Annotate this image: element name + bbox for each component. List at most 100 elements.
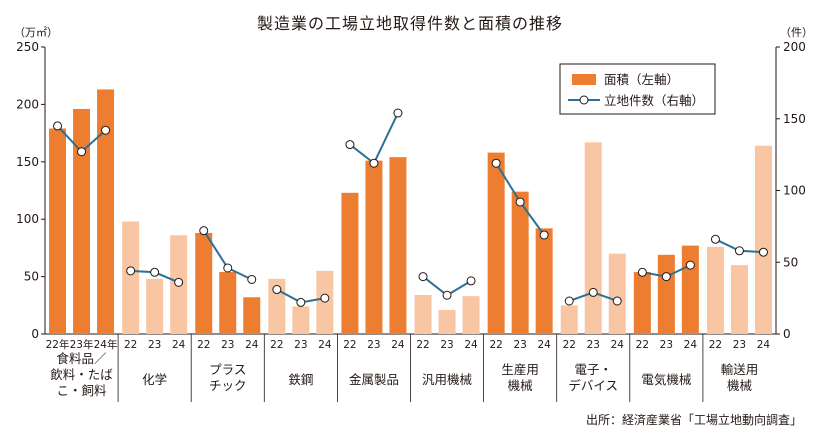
category-label: 金属製品 <box>349 372 399 387</box>
count-point <box>199 226 209 236</box>
area-bar <box>219 272 237 334</box>
count-point <box>710 234 720 244</box>
area-bar <box>754 145 772 334</box>
year-tick-label: 22 <box>343 339 356 351</box>
year-tick-label: 22 <box>197 339 210 351</box>
year-tick-label: 22 <box>636 339 649 351</box>
count-point <box>418 272 428 282</box>
chart-title: 製造業の工場立地取得件数と面積の推移 <box>256 14 563 33</box>
count-point <box>174 277 184 287</box>
right-tick-label: 150 <box>783 112 806 126</box>
year-tick-label: 24 <box>464 339 478 351</box>
area-bar <box>608 253 626 334</box>
year-tick-label: 23 <box>367 339 380 351</box>
count-point <box>272 285 282 295</box>
year-tick-label: 23 <box>440 339 453 351</box>
year-tick-label: 22 <box>709 339 722 351</box>
area-bar <box>462 296 480 334</box>
left-tick-label: 150 <box>16 155 39 169</box>
count-point <box>588 287 598 297</box>
count-point <box>345 140 355 150</box>
count-line <box>349 112 399 165</box>
left-tick-label: 100 <box>16 212 39 226</box>
year-tick-label: 24年 <box>94 338 118 351</box>
year-tick-label: 24 <box>318 339 332 351</box>
year-tick-label: 24 <box>537 339 551 351</box>
right-tick-label: 0 <box>783 327 791 341</box>
legend-count-label: 立地件数（右軸） <box>604 93 704 108</box>
left-tick-label: 50 <box>24 270 39 284</box>
area-bar <box>414 294 432 334</box>
area-bar <box>73 108 91 334</box>
count-point <box>126 266 136 276</box>
year-tick-label: 24 <box>757 339 771 351</box>
year-tick-label: 23年 <box>70 338 94 351</box>
count-point <box>320 293 330 303</box>
area-bar <box>511 191 529 334</box>
category-label: プラス <box>209 362 246 377</box>
count-point <box>101 125 111 135</box>
count-point <box>685 260 695 270</box>
year-tick-label: 23 <box>221 339 234 351</box>
year-tick-label: 22 <box>563 339 576 351</box>
area-bar <box>535 228 553 334</box>
year-tick-label: 22年 <box>46 338 70 351</box>
legend-area-swatch <box>572 74 596 85</box>
year-tick-label: 24 <box>611 339 625 351</box>
year-tick-label: 22 <box>416 339 429 351</box>
category-label: チック <box>209 378 247 393</box>
area-bar <box>49 128 67 334</box>
year-tick-label: 22 <box>489 339 502 351</box>
area-bar <box>341 192 359 334</box>
category-label: 鉄鋼 <box>288 372 313 387</box>
right-tick-label: 200 <box>783 40 806 54</box>
count-point <box>296 297 306 307</box>
area-bar <box>146 278 164 334</box>
area-bar <box>657 254 675 334</box>
area-bar <box>195 232 213 334</box>
category-label: 飲料・たば <box>50 367 113 382</box>
count-point <box>564 296 574 306</box>
area-bar <box>97 89 115 334</box>
area-bar <box>292 306 310 334</box>
category-label: 化学 <box>142 372 167 387</box>
count-point <box>758 247 768 257</box>
legend-area-label: 面積（左軸） <box>604 72 679 87</box>
count-point <box>369 158 379 168</box>
area-bar <box>730 265 748 334</box>
area-bar <box>243 297 261 334</box>
count-point <box>539 230 549 240</box>
right-tick-label: 100 <box>783 184 806 198</box>
category-label: 電子・ <box>574 362 612 377</box>
area-bar <box>584 142 602 334</box>
count-point <box>393 108 403 118</box>
category-label: デバイス <box>568 378 618 393</box>
area-bar <box>365 160 383 334</box>
category-label: 生産用 <box>501 362 539 377</box>
legend-count-marker <box>579 95 589 105</box>
year-tick-label: 23 <box>513 339 526 351</box>
left-tick-label: 0 <box>31 327 39 341</box>
count-point <box>734 246 744 256</box>
year-tick-label: 24 <box>172 339 186 351</box>
year-tick-label: 23 <box>148 339 161 351</box>
area-bar <box>122 221 140 334</box>
area-bar <box>438 309 456 334</box>
year-tick-label: 23 <box>733 339 746 351</box>
year-tick-label: 23 <box>294 339 307 351</box>
count-point <box>150 267 160 277</box>
category-label: 輸送用 <box>721 362 759 377</box>
count-point <box>77 147 87 157</box>
count-point <box>661 272 671 282</box>
count-point <box>612 296 622 306</box>
year-tick-label: 23 <box>660 339 673 351</box>
category-label: 機械 <box>508 378 534 393</box>
count-point <box>515 197 525 207</box>
left-tick-label: 250 <box>16 40 39 54</box>
right-tick-label: 50 <box>783 255 798 269</box>
year-tick-label: 22 <box>124 339 137 351</box>
area-bar <box>706 246 724 334</box>
count-point <box>491 158 501 168</box>
legend-box <box>559 63 716 115</box>
